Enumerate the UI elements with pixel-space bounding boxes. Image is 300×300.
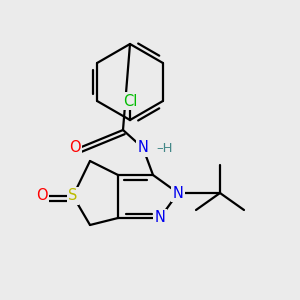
Text: N: N (172, 185, 183, 200)
Text: N: N (154, 211, 165, 226)
Text: O: O (36, 188, 48, 203)
Text: Cl: Cl (123, 94, 137, 109)
Text: S: S (68, 188, 78, 203)
Text: N: N (138, 140, 148, 155)
Text: –H: –H (157, 142, 173, 154)
Text: O: O (69, 140, 81, 155)
